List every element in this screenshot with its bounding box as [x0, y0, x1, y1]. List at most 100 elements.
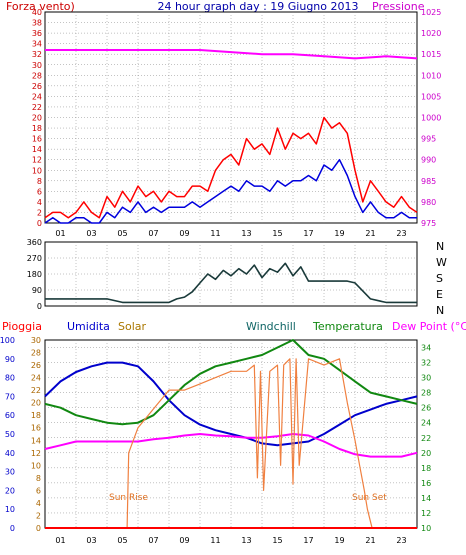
wind-axis-tick-30: 30 [32, 61, 42, 70]
temperature-series [44, 339, 418, 426]
temperature-axis-tick-28: 28 [421, 389, 431, 398]
wind-axis-tick-0: 0 [37, 219, 42, 228]
wind-axis-tick-40: 40 [32, 8, 42, 17]
humidity-axis-tick-80: 80 [5, 374, 15, 383]
panel1-x-tick-19: 19 [334, 229, 344, 238]
solar-axis-tick-6: 6 [36, 486, 41, 495]
pressure-axis-title: Pressione [372, 0, 425, 13]
humidity-series [44, 361, 418, 447]
wind-axis-tick-28: 28 [32, 71, 42, 80]
wind-axis-tick-14: 14 [32, 145, 42, 154]
pressure-axis-tick-1005: 1005 [421, 92, 441, 101]
pressure-axis-tick-975: 975 [421, 219, 436, 228]
panel1-x-tick-13: 13 [241, 229, 251, 238]
temperature-axis-tick-34: 34 [421, 344, 431, 353]
panel3-x-tick-23: 23 [396, 536, 406, 545]
solar-axis-tick-4: 4 [36, 499, 41, 508]
pressure-axis-tick-1020: 1020 [421, 29, 441, 38]
direction-label-n-top: N [436, 240, 444, 253]
panel1-x-tick-09: 09 [179, 229, 189, 238]
panel3-x-tick-17: 17 [303, 536, 313, 545]
panel1-x-tick-05: 05 [117, 229, 127, 238]
temperature-axis-tick-20: 20 [421, 449, 431, 458]
solar-axis-tick-12: 12 [31, 449, 41, 458]
direction-label-e: E [436, 288, 443, 301]
wind-axis-tick-22: 22 [32, 103, 42, 112]
humidity-axis-tick-0: 0 [10, 524, 15, 533]
panel1-x-tick-23: 23 [396, 229, 406, 238]
wind-axis-title: Forza vento) [6, 0, 75, 13]
wind-axis-tick-34: 34 [32, 40, 42, 49]
pressure-axis-tick-1025: 1025 [421, 8, 441, 17]
solar-axis-tick-22: 22 [31, 386, 41, 395]
wind-axis-tick-10: 10 [32, 166, 42, 175]
pressure-series [45, 49, 418, 60]
temperature-axis-tick-18: 18 [421, 464, 431, 473]
solar-axis-tick-14: 14 [31, 436, 41, 445]
temperature-axis-tick-16: 16 [421, 479, 431, 488]
humidity-axis-tick-30: 30 [5, 468, 15, 477]
humidity-axis-tick-100: 100 [0, 336, 15, 345]
dewpoint-series [44, 433, 418, 458]
wind-gust-series [44, 116, 418, 219]
panel1-x-tick-21: 21 [365, 229, 375, 238]
temperature-axis-tick-10: 10 [421, 524, 431, 533]
direction-axis-tick-360: 360 [27, 238, 42, 247]
panel3-x-tick-19: 19 [334, 536, 344, 545]
solar-axis-tick-30: 30 [31, 336, 41, 345]
direction-axis-tick-180: 180 [27, 270, 42, 279]
humidity-axis-tick-70: 70 [5, 392, 15, 401]
wind-axis-tick-38: 38 [32, 19, 42, 28]
solar-axis-tick-28: 28 [31, 349, 41, 358]
humidity-axis-tick-20: 20 [5, 486, 15, 495]
wind-axis-tick-4: 4 [37, 198, 42, 207]
solar-axis-tick-8: 8 [36, 474, 41, 483]
panel3-x-tick-13: 13 [241, 536, 251, 545]
humidity-axis-tick-60: 60 [5, 411, 15, 420]
pressure-axis-tick-1010: 1010 [421, 71, 441, 80]
panel3-x-tick-07: 07 [148, 536, 158, 545]
panel3-x-tick-05: 05 [117, 536, 127, 545]
temperature-axis-tick-30: 30 [421, 374, 431, 383]
panel3-x-tick-01: 01 [55, 536, 65, 545]
legend-rain: Pioggia [2, 320, 42, 333]
temperature-axis-tick-26: 26 [421, 404, 431, 413]
wind-axis-tick-2: 2 [37, 208, 42, 217]
temperature-axis-tick-12: 12 [421, 509, 431, 518]
panel1-x-tick-15: 15 [272, 229, 282, 238]
direction-axis-tick-270: 270 [27, 254, 42, 263]
solar-axis-tick-24: 24 [31, 374, 41, 383]
wind-axis-tick-8: 8 [37, 177, 42, 186]
wind-axis-tick-16: 16 [32, 135, 42, 144]
legend-solar: Solar [118, 320, 147, 333]
wind-axis-tick-32: 32 [32, 50, 42, 59]
wind-axis-tick-24: 24 [32, 92, 42, 101]
direction-axis-tick-0: 0 [37, 302, 42, 311]
pressure-axis-tick-980: 980 [421, 198, 436, 207]
temperature-axis-tick-24: 24 [421, 419, 431, 428]
legend-windchill: Windchill [246, 320, 296, 333]
solar-axis-tick-10: 10 [31, 461, 41, 470]
pressure-axis-tick-985: 985 [421, 177, 436, 186]
solar-axis-tick-0: 0 [36, 524, 41, 533]
panel3-x-tick-21: 21 [365, 536, 375, 545]
panel3-x-tick-03: 03 [86, 536, 96, 545]
solar-axis-tick-16: 16 [31, 424, 41, 433]
panel3-x-tick-11: 11 [210, 536, 220, 545]
humidity-axis-tick-90: 90 [5, 355, 15, 364]
chart-marks: 0246810121416182022242628303234363840975… [0, 8, 441, 545]
legend-dewpoint: Dew Point (°C) [392, 320, 466, 333]
wind-direction-series [45, 262, 417, 304]
humidity-axis-tick-10: 10 [5, 505, 15, 514]
wind-axis-tick-20: 20 [32, 114, 42, 123]
wind-axis-tick-26: 26 [32, 82, 42, 91]
panel1-x-tick-11: 11 [210, 229, 220, 238]
panel1-x-tick-07: 07 [148, 229, 158, 238]
solar-series [126, 358, 373, 529]
humidity-axis-tick-50: 50 [5, 430, 15, 439]
panel1-x-tick-17: 17 [303, 229, 313, 238]
sunrise-annotation: Sun Rise [109, 493, 148, 503]
direction-label-n-bottom: N [436, 304, 444, 317]
pressure-axis-tick-995: 995 [421, 135, 436, 144]
